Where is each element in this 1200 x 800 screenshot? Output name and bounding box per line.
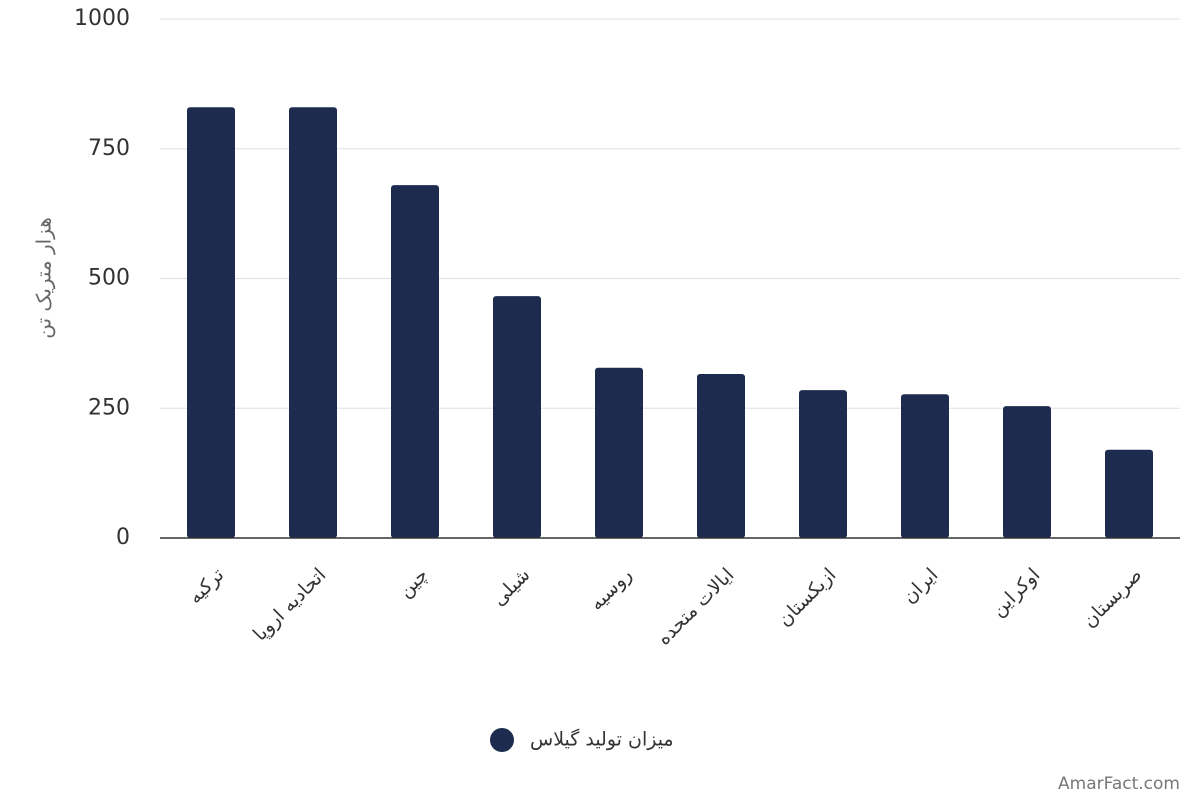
y-tick-label: 250 (88, 395, 130, 420)
y-axis-label: هزار متریک تن (32, 217, 56, 339)
x-tick-label: ترکیه (184, 564, 228, 608)
bar (799, 390, 847, 538)
y-tick-label: 500 (88, 266, 130, 291)
bar (289, 107, 337, 538)
bar (1105, 449, 1153, 538)
x-tick-label: ایالات متحده (653, 564, 739, 650)
x-tick-label: چین (394, 564, 432, 602)
bar (697, 373, 745, 538)
x-tick-label: ازبکستان (773, 564, 840, 631)
bar (391, 185, 439, 538)
x-tick-label: روسیه (585, 564, 636, 615)
legend-label: میزان تولید گیلاس (530, 728, 674, 751)
x-tick-label: صربستان (1078, 564, 1146, 632)
y-tick-label: 1000 (74, 6, 130, 31)
watermark: AmarFact.com (1058, 774, 1180, 794)
x-tick-label: اوکراین (987, 564, 1044, 621)
bar (595, 367, 643, 538)
bar (1003, 406, 1051, 538)
legend-marker (490, 728, 514, 752)
y-tick-label: 750 (88, 136, 130, 161)
bar (901, 394, 949, 538)
bar (493, 296, 541, 538)
y-tick-label: 0 (116, 525, 130, 550)
bar (187, 107, 235, 538)
x-tick-label: ایران (898, 564, 942, 608)
x-tick-label: شیلی (488, 564, 535, 611)
x-tick-label: اتحادیه اروپا (249, 564, 331, 646)
